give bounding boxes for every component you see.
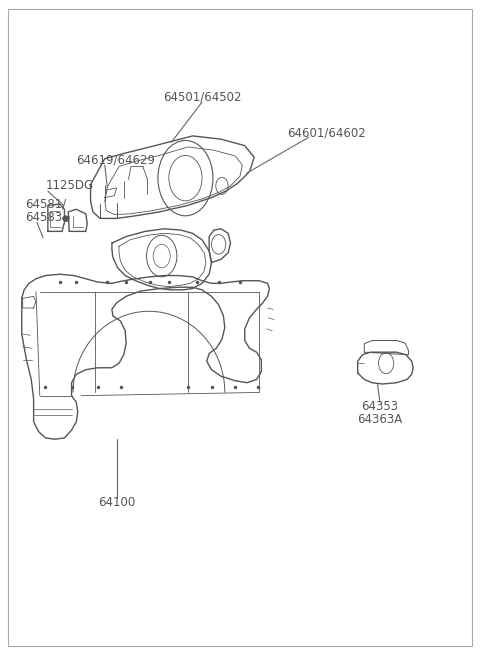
Text: 64583: 64583 <box>25 211 63 223</box>
Text: 64619/64629: 64619/64629 <box>76 153 156 166</box>
Text: 64100: 64100 <box>98 496 135 510</box>
Text: 1125DG: 1125DG <box>46 179 94 193</box>
Text: 64363A: 64363A <box>357 413 403 426</box>
Text: 64353: 64353 <box>361 400 398 413</box>
Text: 64501/64502: 64501/64502 <box>163 90 241 103</box>
Text: 64581/: 64581/ <box>25 198 67 211</box>
Text: 64601/64602: 64601/64602 <box>288 126 366 139</box>
